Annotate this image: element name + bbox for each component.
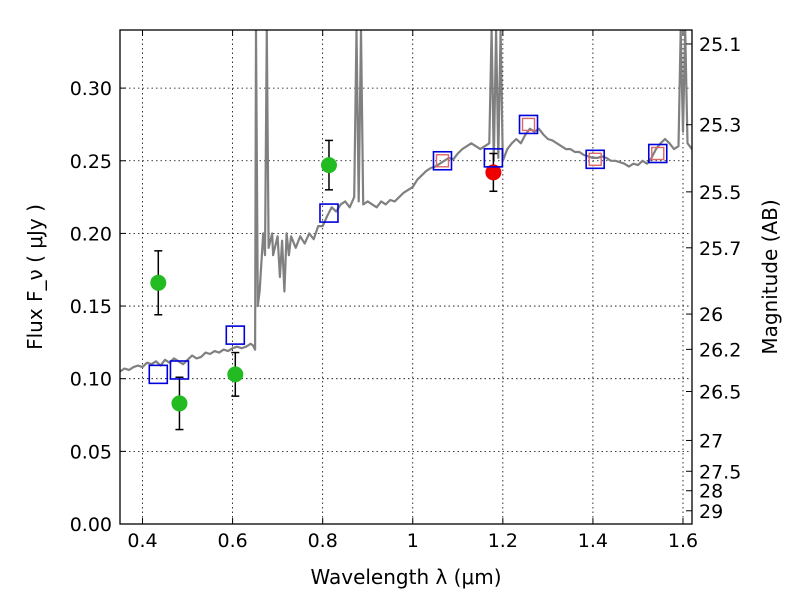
y-tick-label: 0.20 — [70, 223, 112, 245]
model-band-marker — [432, 150, 453, 171]
model-band-marker — [647, 143, 668, 164]
x-tick-label: 0.8 — [308, 530, 338, 552]
y-tick-label: 0.00 — [70, 514, 112, 536]
y-axis-label: Flux F_ν ( μJy ) — [23, 204, 47, 350]
y2-tick-label: 25.7 — [699, 238, 741, 260]
model-band-marker — [585, 149, 605, 170]
y2-tick-label: 26.2 — [699, 339, 741, 361]
x-tick-label: 1.4 — [578, 530, 608, 552]
observed-point — [171, 395, 188, 412]
plot-frame — [119, 29, 693, 525]
y2-tick-label: 28 — [699, 481, 723, 503]
model-band-inner-marker — [521, 117, 536, 132]
y2-tick-label: 25.1 — [699, 34, 741, 56]
y-tick-label: 0.05 — [70, 441, 112, 463]
x-tick-label: 0.4 — [127, 530, 157, 552]
y-tick-label: 0.25 — [70, 151, 112, 173]
y2-tick-label: 27 — [699, 430, 723, 452]
model-band-inner-marker — [435, 154, 450, 168]
y2-tick-label: 26 — [699, 304, 723, 326]
model-band-inner-marker — [588, 152, 602, 167]
y2-tick-label: 25.3 — [699, 115, 741, 137]
observed-point — [320, 157, 337, 174]
observed-point — [150, 274, 167, 291]
x-tick-label: 1.2 — [488, 530, 518, 552]
observed-point — [227, 366, 244, 383]
model-spectrum-line — [120, 30, 692, 373]
y-tick-label: 0.10 — [70, 369, 112, 391]
model-band-marker — [225, 325, 246, 345]
x-tick-label: 1 — [407, 530, 419, 552]
y2-tick-label: 27.5 — [699, 461, 741, 483]
model-band-inner-marker — [651, 146, 665, 161]
y2-tick-label: 29 — [699, 501, 723, 523]
model-band-marker — [148, 364, 169, 385]
observed-highlight-point — [485, 164, 502, 181]
model-band-marker — [483, 148, 504, 168]
x-axis-label: Wavelength λ (μm) — [310, 565, 501, 589]
x-tick-label: 0.6 — [217, 530, 247, 552]
y2-tick-label: 26.5 — [699, 381, 741, 403]
y2-tick-label: 25.5 — [699, 182, 741, 204]
y-tick-label: 0.15 — [70, 296, 112, 318]
model-band-marker — [169, 360, 190, 380]
grid-lines — [120, 30, 692, 524]
model-band-marker — [319, 203, 339, 223]
axes: 0.4 0.6 0.8 1 1.2 1.4 1.6 0.00 0.05 0.10 0.15 0.20 0… — [70, 30, 741, 552]
model-band-marker — [518, 114, 539, 135]
y-tick-label: 0.30 — [70, 78, 112, 100]
y2-axis-label: Magnitude (AB) — [758, 199, 782, 354]
x-tick-label: 1.6 — [668, 530, 698, 552]
plot-area — [120, 30, 692, 431]
